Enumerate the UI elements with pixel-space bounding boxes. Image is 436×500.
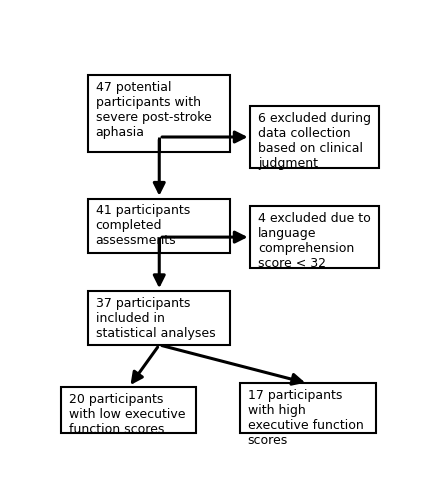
FancyBboxPatch shape bbox=[88, 198, 230, 252]
FancyBboxPatch shape bbox=[88, 291, 230, 345]
Text: 17 participants
with high
executive function
scores: 17 participants with high executive func… bbox=[248, 389, 364, 447]
FancyBboxPatch shape bbox=[61, 387, 196, 434]
Text: 41 participants
completed
assessments: 41 participants completed assessments bbox=[96, 204, 190, 248]
FancyBboxPatch shape bbox=[88, 76, 230, 152]
Text: 20 participants
with low executive
function scores: 20 participants with low executive funct… bbox=[69, 393, 185, 436]
Text: 37 participants
included in
statistical analyses: 37 participants included in statistical … bbox=[96, 297, 215, 340]
Text: 4 excluded due to
language
comprehension
score < 32: 4 excluded due to language comprehension… bbox=[258, 212, 371, 270]
FancyBboxPatch shape bbox=[250, 106, 379, 168]
FancyBboxPatch shape bbox=[240, 384, 375, 434]
Text: 47 potential
participants with
severe post-stroke
aphasia: 47 potential participants with severe po… bbox=[96, 81, 211, 139]
FancyBboxPatch shape bbox=[250, 206, 379, 268]
Text: 6 excluded during
data collection
based on clinical
judgment: 6 excluded during data collection based … bbox=[258, 112, 371, 170]
